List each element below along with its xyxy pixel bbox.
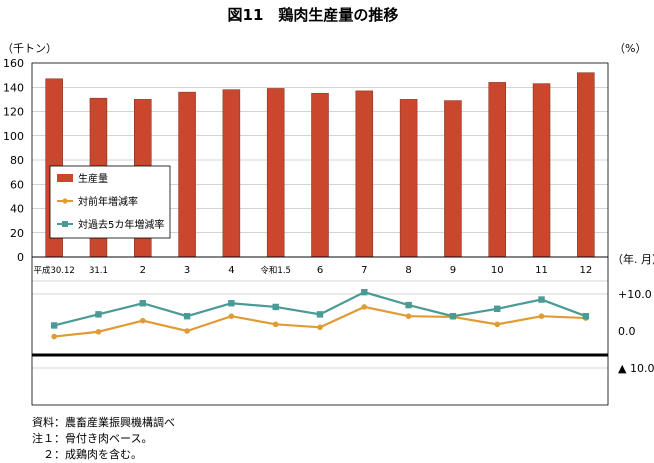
rate-point-5yr [95,311,102,318]
y-tick-label: 20 [10,227,24,240]
rate-point-5yr [449,313,457,320]
rate-point-yoy [272,321,279,328]
rate-tick-label: +10.0 [618,288,652,301]
legend-swatch-production [57,174,73,182]
y-tick-label: 100 [3,130,24,143]
rate-tick-label: 0.0 [618,325,636,338]
rate-point-yoy [538,313,545,320]
bar [355,90,374,258]
rate-tick-labels: +10.0 0.0 ▲ 10.0 [618,288,654,375]
rate-point-yoy [228,313,235,320]
bar [311,93,329,258]
rate-point-5yr [494,305,501,312]
rate-point-5yr [316,311,324,318]
x-tick-label: 4 [228,265,234,276]
y-tick-labels: 160 140 120 100 80 60 40 20 0 [3,57,24,264]
y-tick-label: 120 [3,106,24,119]
rate-gridlines [32,280,608,369]
x-tick-label: 令和1.5 [260,265,291,276]
x-tick-label: 31.1 [89,266,108,276]
bar [266,88,285,258]
bar [222,89,241,258]
rate-point-5yr [538,296,545,303]
y-tick-label: 40 [10,203,24,216]
y-tick-label: 0 [17,251,24,264]
legend-marker-5yr [62,221,68,227]
rate-point-5yr [228,300,235,307]
rate-point-5yr [272,303,279,311]
rate-point-yoy [184,328,190,334]
x-tick-label: 2 [140,265,146,276]
rate-point-5yr [405,301,412,309]
rate-point-yoy [139,317,146,324]
rate-point-5yr [361,288,368,296]
rate-point-yoy [51,333,57,340]
rate-point-yoy [405,313,412,320]
y-tick-label: 160 [3,57,24,70]
note-source: 資料：農畜産業振興機構調べ [32,416,175,429]
x-tick-label: 7 [361,265,367,276]
rate-point-yoy [95,328,102,335]
right-unit-label: （%） [614,42,646,55]
bar [399,99,418,258]
bar [577,72,595,258]
legend: 生産量 対前年増減率 対過去5カ年増減率 [49,165,171,239]
note-1: 注１：骨付き肉ベース。 [32,432,153,445]
x-tick-label: 11 [535,265,548,276]
x-tick-label: 12 [579,265,592,276]
note-2: ２：成鶏肉を含む。 [32,448,142,461]
bottom-plot-frame [31,256,609,406]
rate-tick-label: ▲ 10.0 [618,362,654,375]
x-tick-label: 6 [317,265,323,276]
rate-point-yoy [494,321,501,328]
rate-point-5yr [50,322,58,329]
chart-title: 図11 鶏肉生産量の推移 [228,6,399,24]
rate-line [53,290,587,327]
x-tick-label: 平成30.12 [33,265,74,276]
x-tick-labels: 平成30.12 31.1 2 3 4 令和1.5 6 7 8 9 10 11 12 [33,265,592,276]
rate-point-5yr [183,313,191,320]
legend-marker-yoy [62,198,68,204]
bar [488,82,506,258]
x-tick-label: 8 [405,265,411,276]
rate-point-5yr [582,313,590,320]
bar [532,83,551,258]
legend-label-yoy: 対前年増減率 [78,195,138,208]
bar [444,100,462,258]
x-tick-label: 10 [491,265,504,276]
rate-point-yoy [361,304,368,310]
left-unit-label: （千トン） [2,42,57,55]
x-tick-label: 9 [450,265,456,276]
rate-series [50,288,590,340]
legend-label-5yr: 対過去5カ年増減率 [78,218,164,231]
notes: 資料：農畜産業振興機構調べ 注１：骨付き肉ベース。 ２：成鶏肉を含む。 [32,415,175,463]
legend-label-production: 生産量 [78,172,108,185]
y-tick-label: 80 [10,154,24,167]
x-tick-label: 3 [184,265,190,276]
rate-point-5yr [139,300,146,307]
rate-point-yoy [317,324,323,331]
y-tick-label: 140 [3,81,24,94]
y-tick-label: 60 [10,178,24,191]
bar [178,91,196,258]
x-unit-label: （年. 月） [612,252,654,266]
